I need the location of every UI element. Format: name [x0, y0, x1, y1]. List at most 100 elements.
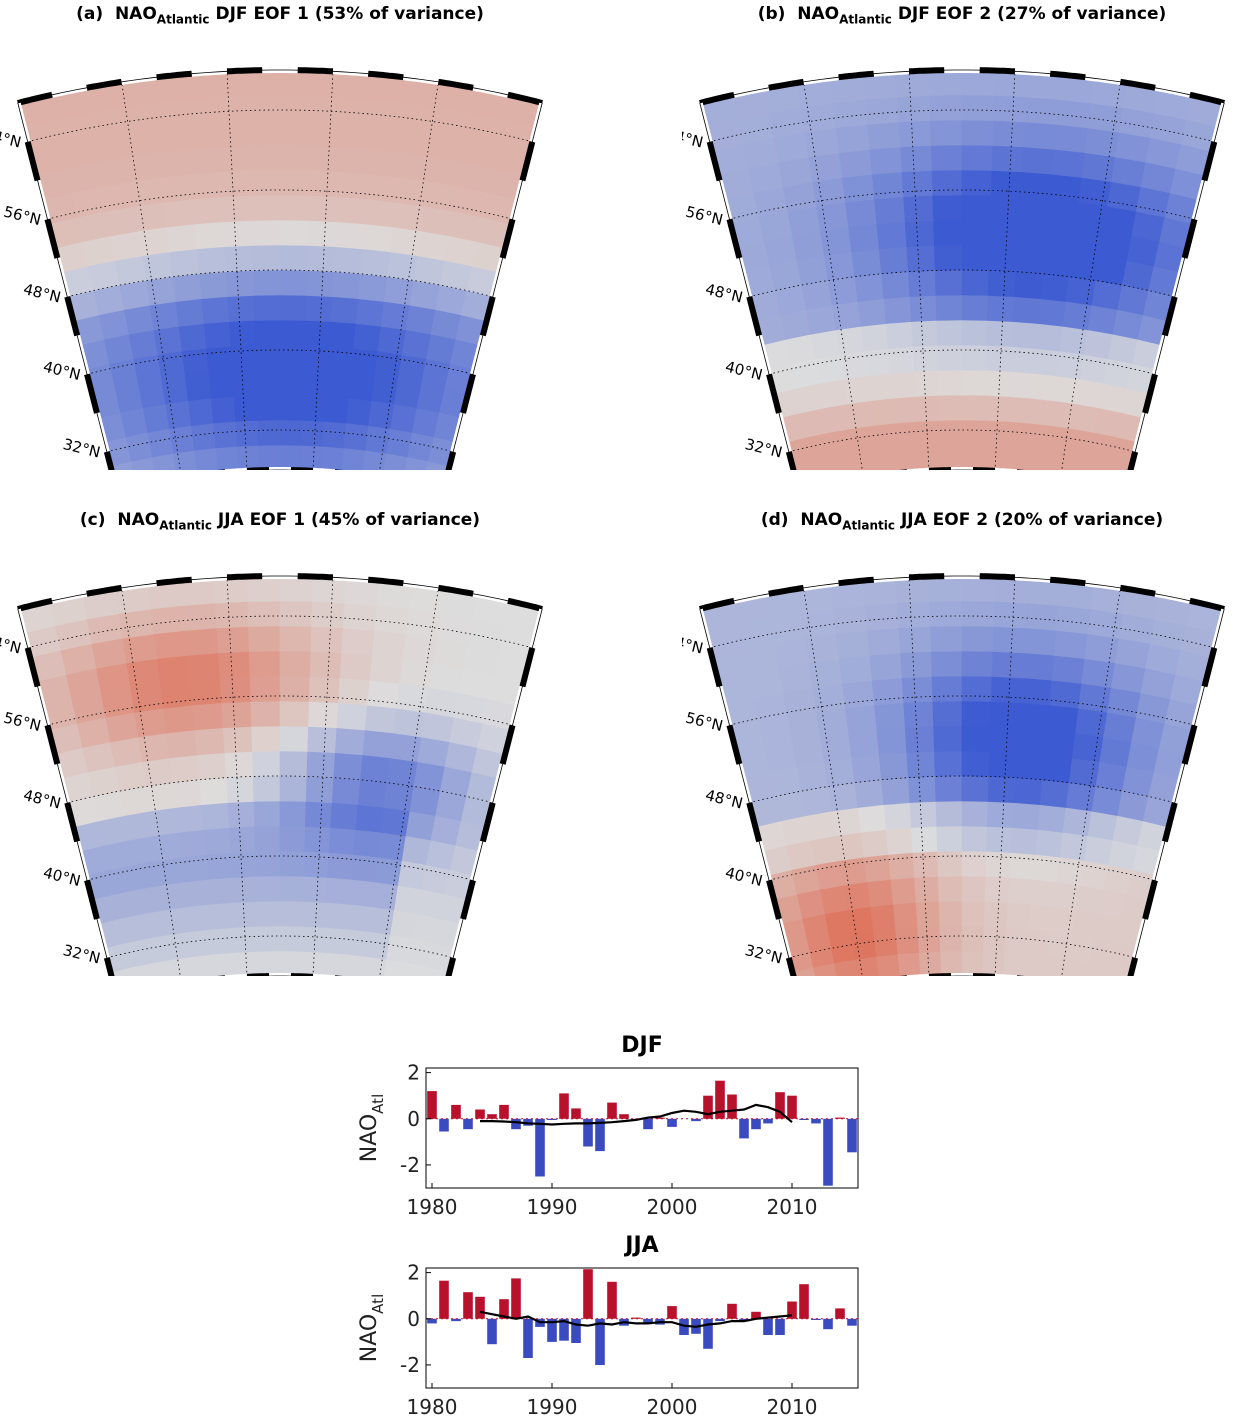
map-cell [110, 736, 143, 767]
map-cell [126, 658, 161, 689]
map-cell [409, 786, 441, 816]
map-cell [992, 120, 1026, 148]
map-cell [987, 270, 1017, 297]
map-cell [838, 654, 873, 684]
map-cell [873, 422, 899, 451]
map-cell [355, 804, 385, 833]
map-cell [109, 358, 139, 389]
map-cell [847, 400, 874, 429]
lat-label: 64°N [682, 631, 705, 658]
map-cell [257, 925, 281, 952]
index-sub: Atlantic [156, 12, 210, 27]
map-cell [401, 329, 432, 360]
eof: EOF 2 [932, 510, 989, 530]
map-cell [169, 754, 200, 784]
map-cell [301, 420, 325, 447]
parallel [729, 695, 1195, 726]
map-cell [1044, 223, 1076, 253]
map-cell [153, 325, 183, 355]
map-cell [1075, 201, 1108, 232]
map-cell [938, 394, 963, 421]
map-cell [804, 633, 840, 664]
map-cell [157, 350, 186, 380]
map-cell [890, 877, 917, 905]
map-cell [961, 625, 994, 652]
map-cell [409, 280, 441, 310]
map-cell [324, 902, 350, 930]
map-cell [1013, 271, 1043, 299]
map-cell [961, 219, 991, 246]
map-cell [878, 752, 909, 781]
map-cell [983, 926, 1007, 953]
map-cell [339, 146, 373, 175]
lat-label: 32°N [61, 435, 102, 462]
map-cell [279, 900, 304, 927]
map-cell [841, 679, 875, 709]
map-cell [961, 950, 984, 976]
lat-label: 32°N [61, 941, 102, 968]
meridian [994, 71, 1016, 470]
map-cell [983, 901, 1009, 928]
map-cell [304, 801, 333, 828]
map-cell [1023, 953, 1048, 976]
map-cell [911, 826, 938, 853]
map-cell [1018, 702, 1050, 731]
map-cell [279, 369, 305, 396]
map-cell [165, 906, 192, 935]
parallel [47, 695, 513, 726]
map-cell [252, 269, 281, 296]
map-cell [1083, 835, 1114, 866]
eof-map: 64°N56°N48°N40°N32°N60°W48°W36°W24°W12°W… [682, 573, 1228, 976]
map-cell [142, 403, 170, 433]
lat-label: 32°N [743, 435, 784, 462]
map-cell [159, 679, 193, 709]
map-cell [838, 148, 873, 178]
bar [523, 1118, 533, 1126]
bar [535, 1118, 545, 1177]
bar [475, 1296, 485, 1319]
map-cell [1099, 736, 1132, 767]
map-cell [917, 420, 941, 447]
lat-label: 56°N [684, 708, 725, 735]
map-cell [181, 348, 210, 377]
map-cell [869, 652, 903, 681]
map-cell [142, 909, 170, 939]
map-cell [870, 397, 896, 426]
map-cell [1051, 148, 1086, 178]
map-cell [161, 881, 189, 911]
bar [559, 1318, 569, 1341]
meridian [379, 587, 439, 976]
map-cell [279, 294, 307, 321]
map-cell [932, 194, 963, 221]
map-cell [341, 447, 366, 470]
map-cell [309, 651, 342, 679]
map-cell [1032, 348, 1061, 377]
map-cell [405, 304, 436, 335]
map-cell [255, 850, 281, 877]
map-cell [1010, 827, 1039, 855]
map-cell [935, 800, 963, 827]
panel-title: (b) NAOAtlantic DJF EOF 2 (27% of varian… [682, 4, 1242, 26]
y-tick-label: -2 [400, 1153, 420, 1177]
map-cell [907, 776, 937, 803]
map-cell [343, 928, 369, 957]
eof-map: 64°N56°N48°N40°N32°N60°W48°W36°W24°W12°W… [682, 67, 1228, 470]
map-cells [699, 575, 1225, 976]
map-cell [961, 850, 987, 877]
ts-panel-djf: DJF 2 0 -2 1980 1990 2000 2010 NAOAtl [330, 1028, 870, 1228]
map-cell [175, 298, 205, 327]
bar [763, 1118, 773, 1124]
map-cell [279, 825, 306, 852]
y-axis-label: NAOAtl [357, 1294, 387, 1362]
map-cell [331, 777, 361, 805]
bar [643, 1118, 653, 1130]
map-cell [1028, 903, 1054, 932]
parallel [768, 855, 1156, 881]
map-cell [989, 220, 1020, 248]
map-cell [256, 394, 281, 421]
map-cell [985, 851, 1012, 878]
map-cell [1024, 96, 1060, 125]
map-cell [810, 835, 841, 866]
index-name: NAO [114, 4, 157, 24]
map-cell [279, 444, 302, 470]
